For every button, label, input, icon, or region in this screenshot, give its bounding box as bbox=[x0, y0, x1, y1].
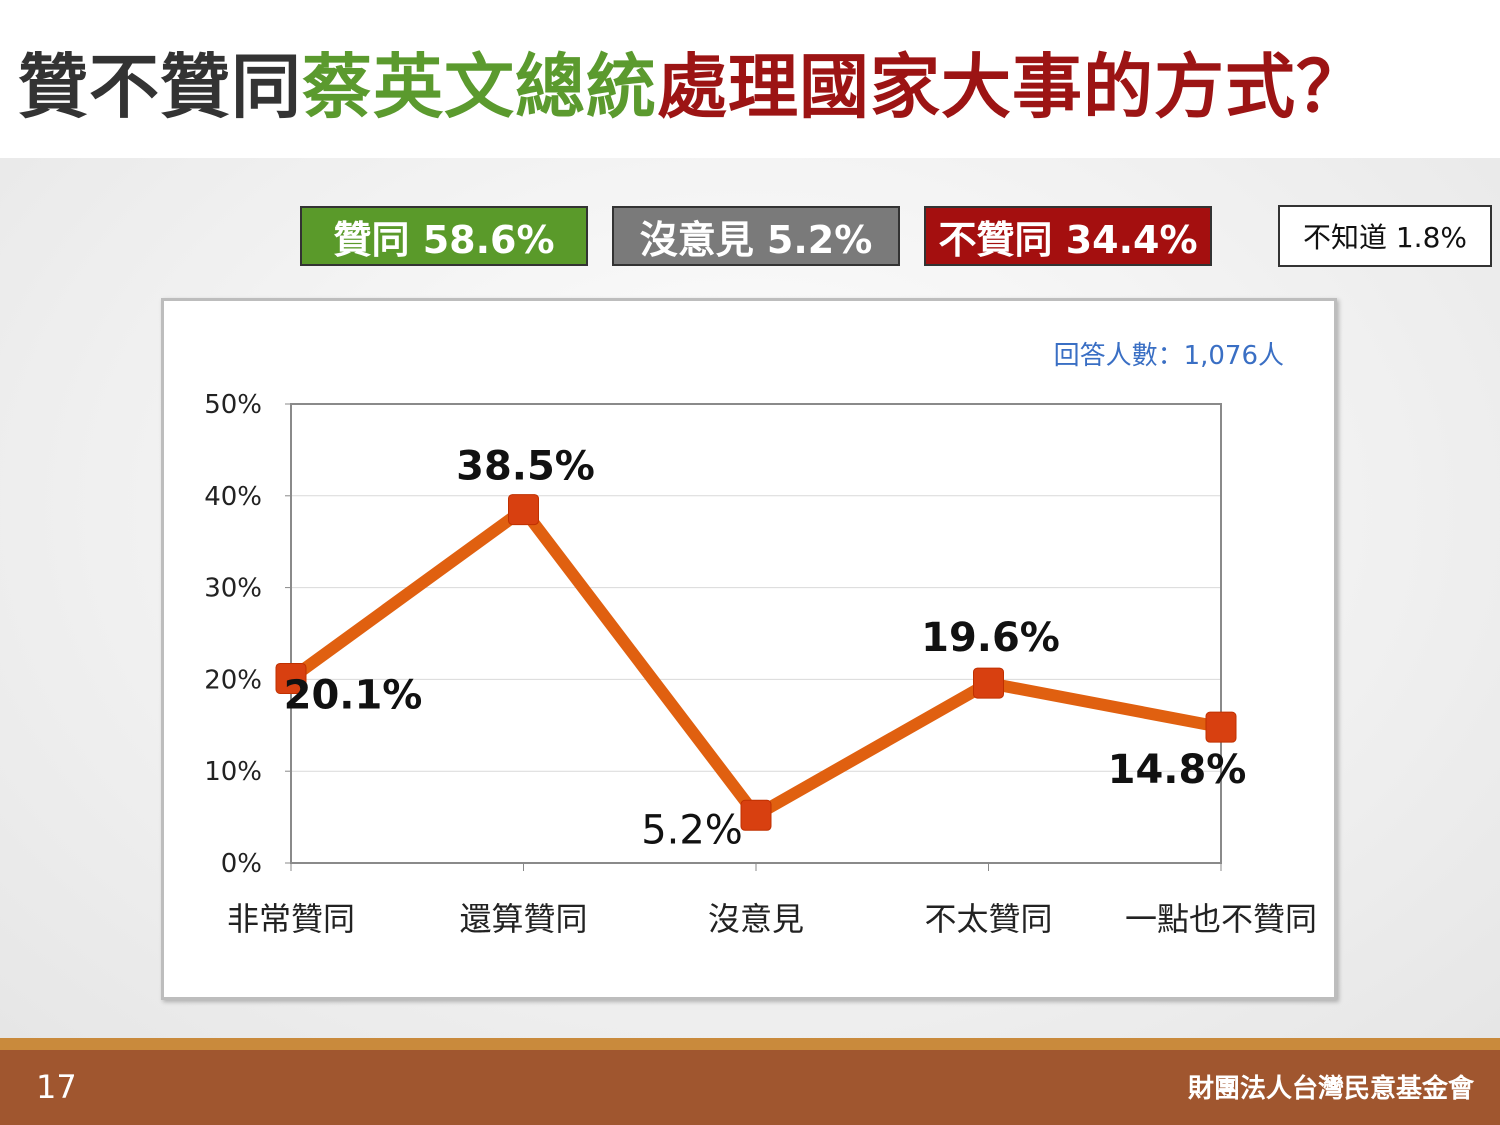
x-tick-label: 不太贊同 bbox=[924, 900, 1052, 938]
data-label: 20.1% bbox=[284, 672, 423, 718]
x-tick-label: 非常贊同 bbox=[227, 900, 355, 938]
y-tick-label: 30% bbox=[204, 574, 262, 604]
y-tick-label: 20% bbox=[204, 665, 262, 695]
summary-dont-know-label: 不知道 1.8% bbox=[1302, 221, 1468, 254]
page-number: 17 bbox=[36, 1068, 77, 1106]
data-point bbox=[275, 662, 307, 694]
summary-disapprove-label: 不贊同 34.4% bbox=[938, 217, 1198, 262]
summary-disapprove: 不贊同 34.4% bbox=[924, 206, 1212, 266]
data-point bbox=[973, 667, 1004, 699]
summary-dont-know: 不知道 1.8% bbox=[1278, 205, 1492, 267]
data-label: 14.8% bbox=[1108, 747, 1247, 793]
summary-no-opinion-label: 沒意見 5.2% bbox=[639, 217, 873, 262]
data-label: 19.6% bbox=[921, 615, 1060, 661]
respondent-count-note: 回答人數：1,076人 bbox=[1054, 341, 1284, 371]
line-chart: 回答人數：1,076人 0% 10% 20% 30% 40% 50% 非常贊同 還算贊同 沒意見 不… bbox=[204, 341, 1317, 938]
chart-frame bbox=[161, 298, 1337, 1000]
summary-approve: 贊同 58.6% bbox=[300, 206, 588, 266]
data-label: 38.5% bbox=[456, 444, 595, 490]
y-tick-label: 10% bbox=[204, 757, 262, 787]
y-tick-label: 40% bbox=[204, 482, 262, 512]
data-point bbox=[508, 494, 539, 526]
y-tick-label: 0% bbox=[221, 849, 262, 879]
page-title: 贊不贊同蔡英文總統處理國家大事的方式？ bbox=[18, 42, 1367, 132]
organization-name: 財團法人台灣民意基金會 bbox=[1187, 1074, 1474, 1104]
footer-stripe bbox=[0, 1038, 1500, 1050]
title-bar: 贊不贊同蔡英文總統處理國家大事的方式？ bbox=[0, 0, 1500, 158]
title-part-3: 處理國家大事的方式？ bbox=[657, 46, 1367, 128]
summary-no-opinion: 沒意見 5.2% bbox=[612, 206, 900, 266]
x-tick-label: 沒意見 bbox=[708, 900, 804, 938]
title-part-2: 蔡英文總統 bbox=[302, 46, 657, 128]
data-point bbox=[740, 799, 772, 831]
title-part-1: 贊不贊同 bbox=[18, 46, 302, 128]
footer: 17 財團法人台灣民意基金會 bbox=[0, 1050, 1500, 1125]
y-tick-label: 50% bbox=[204, 390, 262, 420]
summary-approve-label: 贊同 58.6% bbox=[333, 217, 555, 262]
plot-area-border bbox=[290, 403, 1222, 864]
data-point bbox=[1205, 711, 1237, 743]
series-line bbox=[285, 503, 1227, 822]
x-tick-label: 一點也不贊同 bbox=[1125, 900, 1317, 938]
x-tick-label: 還算贊同 bbox=[459, 900, 587, 938]
data-label: 5.2% bbox=[641, 807, 743, 853]
